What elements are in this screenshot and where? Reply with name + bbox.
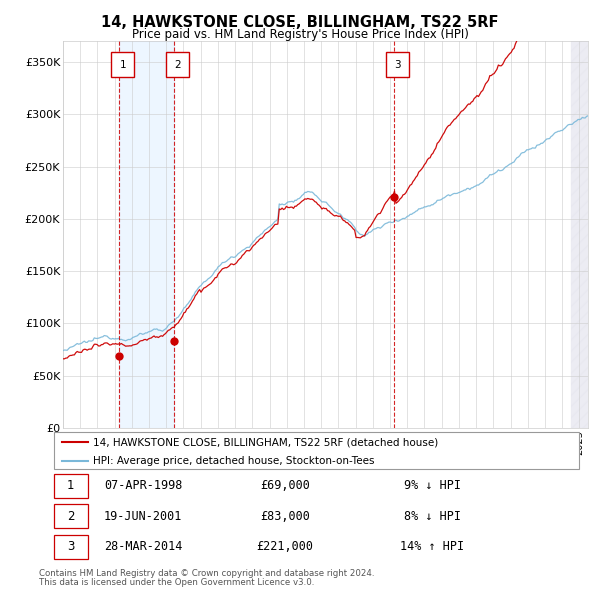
Text: 14% ↑ HPI: 14% ↑ HPI	[400, 540, 464, 553]
FancyBboxPatch shape	[54, 432, 579, 469]
Text: 1: 1	[119, 60, 126, 70]
FancyBboxPatch shape	[54, 535, 88, 559]
Text: Price paid vs. HM Land Registry's House Price Index (HPI): Price paid vs. HM Land Registry's House …	[131, 28, 469, 41]
Text: This data is licensed under the Open Government Licence v3.0.: This data is licensed under the Open Gov…	[39, 578, 314, 587]
Text: Contains HM Land Registry data © Crown copyright and database right 2024.: Contains HM Land Registry data © Crown c…	[39, 569, 374, 578]
Text: 8% ↓ HPI: 8% ↓ HPI	[404, 510, 461, 523]
FancyBboxPatch shape	[166, 52, 189, 77]
Text: £83,000: £83,000	[260, 510, 310, 523]
Text: 3: 3	[394, 60, 401, 70]
Text: 1: 1	[67, 480, 74, 493]
Bar	[119, 41, 174, 428]
Text: 28-MAR-2014: 28-MAR-2014	[104, 540, 182, 553]
Text: 14, HAWKSTONE CLOSE, BILLINGHAM, TS22 5RF: 14, HAWKSTONE CLOSE, BILLINGHAM, TS22 5R…	[101, 15, 499, 30]
Text: 9% ↓ HPI: 9% ↓ HPI	[404, 480, 461, 493]
Text: 14, HAWKSTONE CLOSE, BILLINGHAM, TS22 5RF (detached house): 14, HAWKSTONE CLOSE, BILLINGHAM, TS22 5R…	[94, 437, 439, 447]
FancyBboxPatch shape	[54, 474, 88, 498]
FancyBboxPatch shape	[386, 52, 409, 77]
FancyBboxPatch shape	[54, 504, 88, 529]
Text: £69,000: £69,000	[260, 480, 310, 493]
Text: 3: 3	[67, 540, 74, 553]
Text: 19-JUN-2001: 19-JUN-2001	[104, 510, 182, 523]
Text: 2: 2	[174, 60, 181, 70]
Bar	[571, 41, 590, 428]
Text: HPI: Average price, detached house, Stockton-on-Tees: HPI: Average price, detached house, Stoc…	[94, 456, 375, 466]
Text: £221,000: £221,000	[257, 540, 314, 553]
FancyBboxPatch shape	[112, 52, 134, 77]
Text: 2: 2	[67, 510, 74, 523]
Text: 07-APR-1998: 07-APR-1998	[104, 480, 182, 493]
